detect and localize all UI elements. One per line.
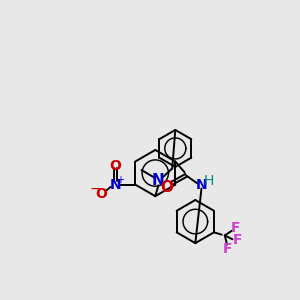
Text: O: O xyxy=(109,159,121,173)
Text: +: + xyxy=(116,175,124,185)
Text: H: H xyxy=(204,174,214,188)
Text: −: − xyxy=(89,182,101,196)
Text: F: F xyxy=(232,233,242,247)
Text: O: O xyxy=(95,187,107,201)
Text: F: F xyxy=(223,242,232,256)
Text: N: N xyxy=(110,178,121,192)
Text: F: F xyxy=(231,221,240,235)
Text: O: O xyxy=(160,180,173,195)
Text: N: N xyxy=(152,173,165,188)
Text: N: N xyxy=(196,178,207,192)
